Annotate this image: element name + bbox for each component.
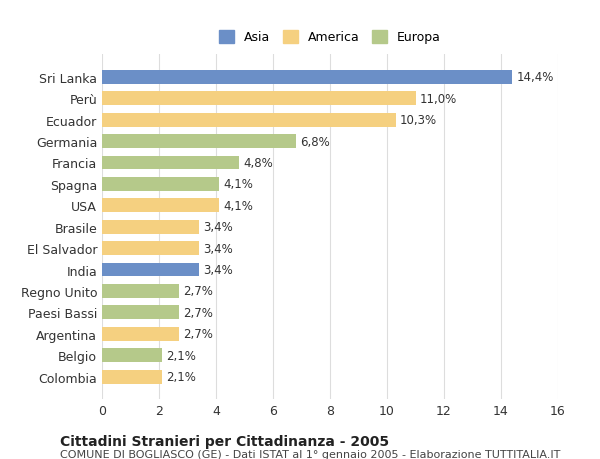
Bar: [102, 220, 199, 234]
Bar: [102, 71, 512, 84]
Bar: [102, 135, 296, 149]
Bar: [102, 327, 179, 341]
Bar: [102, 263, 199, 277]
Bar: [102, 284, 179, 298]
Text: 11,0%: 11,0%: [420, 93, 457, 106]
Text: 3,4%: 3,4%: [203, 242, 233, 255]
Text: 10,3%: 10,3%: [400, 114, 437, 127]
Bar: [102, 370, 162, 384]
Text: 6,8%: 6,8%: [300, 135, 330, 148]
Text: 4,8%: 4,8%: [243, 157, 273, 170]
Text: 2,1%: 2,1%: [166, 349, 196, 362]
Text: 3,4%: 3,4%: [203, 263, 233, 276]
Text: 2,7%: 2,7%: [183, 306, 213, 319]
Bar: [102, 306, 179, 319]
Bar: [102, 156, 239, 170]
Text: 14,4%: 14,4%: [517, 71, 554, 84]
Legend: Asia, America, Europa: Asia, America, Europa: [215, 27, 445, 48]
Text: 2,1%: 2,1%: [166, 370, 196, 383]
Bar: [102, 348, 162, 362]
Bar: [102, 241, 199, 256]
Text: 2,7%: 2,7%: [183, 285, 213, 298]
Bar: [102, 178, 219, 191]
Text: 2,7%: 2,7%: [183, 328, 213, 341]
Text: 4,1%: 4,1%: [223, 178, 253, 191]
Text: 3,4%: 3,4%: [203, 221, 233, 234]
Bar: [102, 113, 395, 127]
Text: 4,1%: 4,1%: [223, 199, 253, 213]
Bar: [102, 92, 415, 106]
Text: COMUNE DI BOGLIASCO (GE) - Dati ISTAT al 1° gennaio 2005 - Elaborazione TUTTITAL: COMUNE DI BOGLIASCO (GE) - Dati ISTAT al…: [60, 449, 560, 459]
Text: Cittadini Stranieri per Cittadinanza - 2005: Cittadini Stranieri per Cittadinanza - 2…: [60, 434, 389, 448]
Bar: [102, 199, 219, 213]
